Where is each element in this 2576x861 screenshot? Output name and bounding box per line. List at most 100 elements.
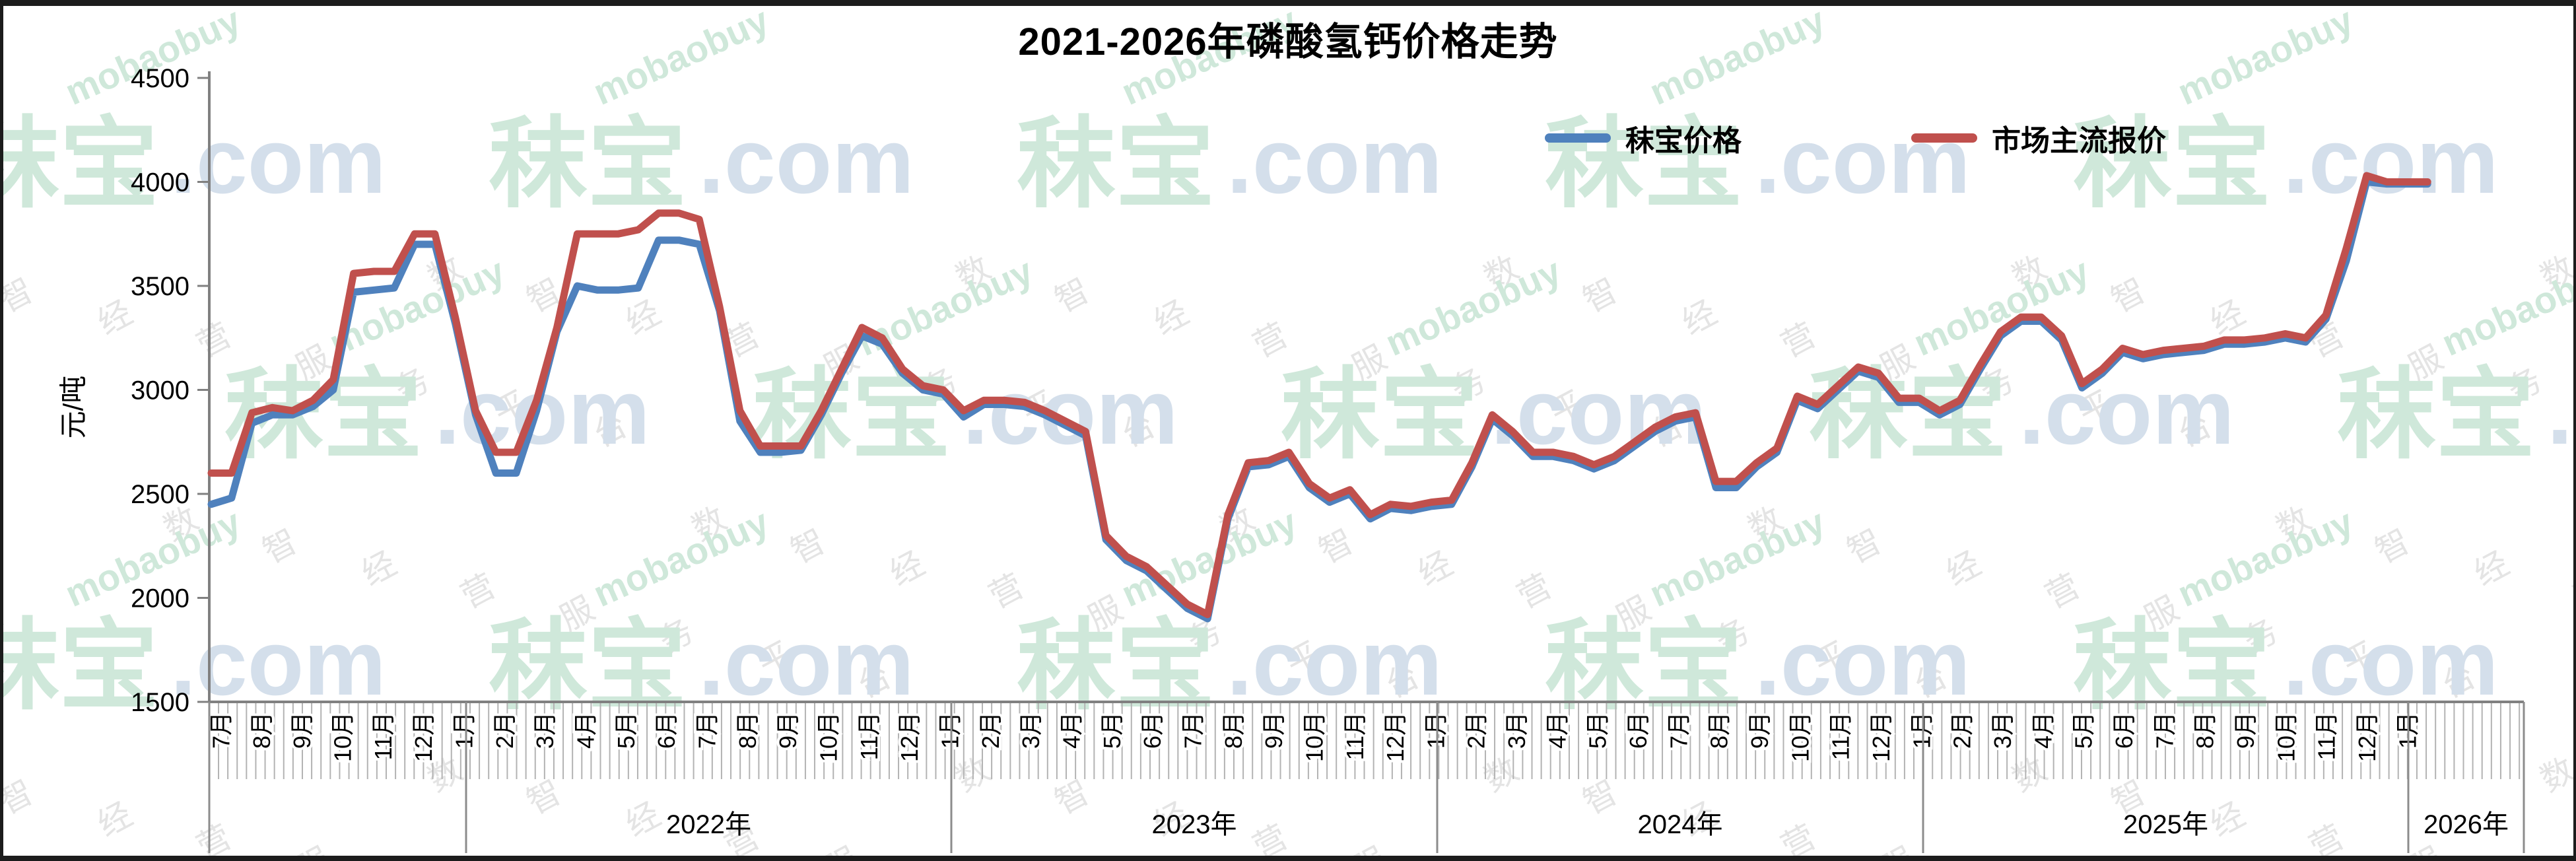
- svg-text:.com: .com: [1227, 611, 1442, 714]
- svg-text:mobaobuy: mobaobuy: [1643, 500, 1831, 615]
- x-month-label: 7月: [1179, 712, 1206, 749]
- x-month-label: 4月: [2029, 712, 2056, 749]
- x-month-label: 1月: [1422, 712, 1449, 749]
- svg-text:智: 智: [2369, 522, 2416, 570]
- svg-text:秣宝: 秣宝: [2073, 108, 2271, 219]
- svg-text:.com: .com: [963, 360, 1178, 464]
- svg-text:智: 智: [1577, 271, 1623, 320]
- svg-text:经: 经: [2468, 545, 2515, 593]
- x-month-label: 7月: [693, 712, 720, 749]
- svg-text:经: 经: [884, 545, 930, 593]
- legend-line-swatch-red: [1911, 133, 1977, 143]
- svg-text:营: 营: [2303, 818, 2350, 861]
- legend-label-mobao-price: 秣宝价格: [1625, 125, 1742, 157]
- year-label: 2025年: [2123, 810, 2208, 839]
- svg-text:经: 经: [1940, 545, 1986, 593]
- svg-text:经: 经: [1148, 294, 1194, 342]
- x-month-label: 8月: [734, 712, 761, 749]
- y-axis-label: 元/吨: [57, 375, 89, 439]
- x-month-label: 4月: [1543, 712, 1571, 749]
- svg-text:智: 智: [1841, 522, 1887, 570]
- svg-text:智: 智: [1577, 773, 1623, 821]
- svg-text:.com: .com: [698, 611, 914, 714]
- svg-text:智: 智: [1049, 271, 1095, 320]
- x-month-label: 12月: [1382, 712, 1409, 762]
- x-month-label: 11月: [370, 712, 397, 760]
- x-month-label: 11月: [1827, 712, 1854, 760]
- svg-text:.com: .com: [170, 109, 386, 213]
- svg-text:智: 智: [257, 522, 303, 570]
- svg-text:.com: .com: [2547, 360, 2576, 464]
- x-month-label: 12月: [1868, 712, 1895, 762]
- watermark-tile: 秣宝mobaobuy.com数智经营服务平台: [950, 0, 1689, 454]
- x-month-label: 3月: [1503, 712, 1530, 749]
- x-month-label: 7月: [208, 712, 235, 749]
- x-month-label: 4月: [572, 712, 599, 749]
- x-month-label: 9月: [1260, 712, 1287, 749]
- x-month-label: 11月: [856, 712, 883, 760]
- x-month-label: 5月: [2070, 712, 2097, 749]
- svg-text:经: 经: [620, 796, 666, 844]
- svg-text:秣宝: 秣宝: [1017, 610, 1215, 721]
- svg-text:智: 智: [785, 522, 831, 570]
- svg-text:秣宝: 秣宝: [2073, 610, 2271, 721]
- svg-text:经: 经: [620, 294, 666, 342]
- x-month-label: 6月: [653, 712, 680, 749]
- x-month-label: 5月: [1584, 712, 1611, 749]
- x-month-label: 1月: [1908, 712, 1935, 749]
- x-month-label: 3月: [531, 712, 559, 749]
- svg-text:经: 经: [1676, 294, 1722, 342]
- x-month-label: 1月: [936, 712, 963, 749]
- svg-text:营: 营: [191, 818, 237, 861]
- x-month-label: 12月: [410, 712, 437, 762]
- svg-text:秣宝: 秣宝: [0, 108, 158, 219]
- legend-label-market-quote: 市场主流报价: [1992, 125, 2166, 157]
- x-month-label: 5月: [1099, 712, 1126, 749]
- svg-text:mobaobuy: mobaobuy: [2171, 500, 2359, 615]
- svg-text:.com: .com: [2283, 611, 2499, 714]
- svg-text:营: 营: [1247, 818, 1293, 861]
- svg-text:营: 营: [191, 316, 237, 364]
- x-month-label: 8月: [1706, 712, 1733, 749]
- x-month-label: 2月: [977, 712, 1004, 749]
- svg-text:mobaobuy: mobaobuy: [1379, 250, 1567, 364]
- svg-text:秣宝: 秣宝: [0, 610, 158, 721]
- svg-text:经: 经: [2204, 796, 2251, 844]
- screenshot-border-bottom: [0, 856, 2576, 861]
- y-tick-label: 3000: [131, 376, 189, 405]
- x-month-label: 9月: [288, 712, 316, 749]
- x-month-label: 7月: [2151, 712, 2178, 749]
- x-month-label: 6月: [2111, 712, 2138, 749]
- y-tick-label: 2000: [131, 584, 189, 613]
- svg-text:经: 经: [1412, 545, 1458, 593]
- x-month-label: 2月: [491, 712, 518, 749]
- year-label: 2026年: [2423, 810, 2509, 839]
- x-month-label: 3月: [1017, 712, 1044, 749]
- y-tick-label: 3500: [131, 272, 189, 301]
- x-month-label: 3月: [1989, 712, 2016, 749]
- svg-text:.com: .com: [170, 611, 386, 714]
- x-month-label: 10月: [329, 712, 356, 762]
- svg-text:营: 营: [1247, 316, 1293, 364]
- svg-text:.com: .com: [1755, 109, 1971, 213]
- svg-text:秣宝: 秣宝: [1281, 359, 1479, 470]
- svg-text:数: 数: [2006, 751, 2052, 799]
- y-tick-label: 4500: [131, 64, 189, 93]
- svg-text:营: 营: [1511, 567, 1557, 615]
- x-month-label: 10月: [815, 712, 842, 762]
- svg-text:营: 营: [455, 567, 501, 615]
- year-label: 2024年: [1638, 810, 1723, 839]
- svg-text:智: 智: [2105, 271, 2152, 320]
- x-month-label: 10月: [1301, 712, 1328, 762]
- x-month-label: 10月: [2272, 712, 2299, 762]
- svg-text:经: 经: [356, 545, 402, 593]
- x-month-label: 7月: [1665, 712, 1692, 749]
- x-month-label: 2月: [1463, 712, 1490, 749]
- screenshot-border-top: [0, 0, 2576, 6]
- chart-title: 2021-2026年磷酸氢钙价格走势: [1018, 20, 1558, 63]
- screenshot-border-right: [2573, 0, 2576, 861]
